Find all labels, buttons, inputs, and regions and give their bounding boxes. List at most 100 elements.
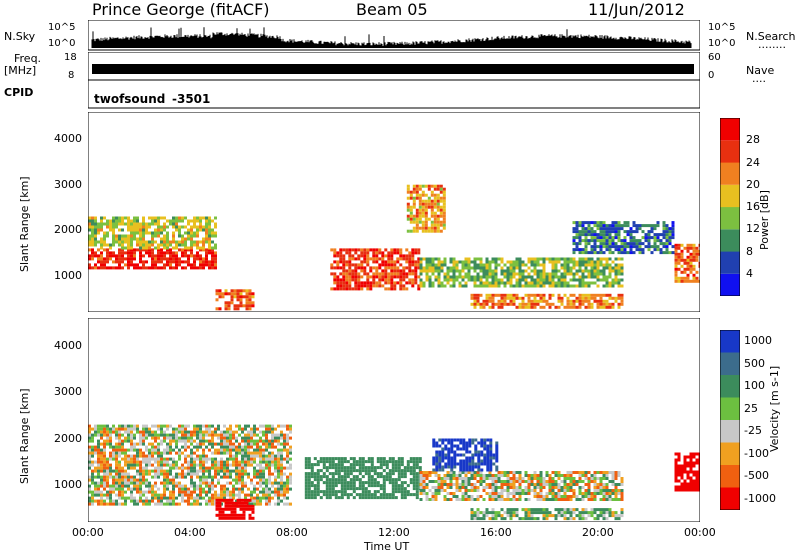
data-cell [259, 478, 262, 482]
data-cell [476, 474, 480, 477]
data-cell [172, 237, 175, 241]
data-cell [103, 475, 106, 479]
data-cell [551, 260, 555, 264]
data-cell [193, 216, 196, 220]
data-cell [566, 272, 570, 276]
data-cell [139, 499, 142, 503]
data-cell [462, 441, 466, 445]
data-cell [127, 430, 130, 434]
data-cell [166, 484, 169, 488]
data-cell [653, 239, 657, 243]
data-cell [244, 439, 247, 443]
data-cell [391, 460, 395, 464]
data-cell [406, 469, 410, 473]
data-cell [346, 475, 350, 479]
data-cell [692, 267, 696, 271]
data-cell [500, 517, 504, 521]
data-cell [97, 463, 100, 467]
data-cell [566, 489, 570, 492]
data-cell [145, 430, 148, 434]
data-cell [461, 492, 465, 495]
data-cell [593, 221, 597, 225]
data-cell [572, 483, 576, 486]
data-cell [521, 480, 525, 483]
data-cell [166, 248, 169, 252]
data-cell [686, 267, 690, 271]
data-cell [109, 493, 112, 497]
data-cell [572, 471, 576, 474]
data-cell [250, 445, 253, 449]
data-cell [617, 483, 621, 486]
data-cell [196, 430, 199, 434]
data-cell [337, 466, 341, 470]
data-cell [333, 287, 337, 291]
data-cell [425, 263, 429, 267]
data-cell [464, 498, 468, 501]
data-cell [635, 248, 639, 252]
data-cell [248, 304, 252, 308]
data-cell [551, 272, 555, 276]
data-cell [136, 219, 139, 223]
data-cell [333, 254, 337, 258]
data-cell [214, 472, 217, 476]
data-cell [548, 284, 552, 288]
data-cell [572, 263, 576, 267]
data-cell [193, 460, 196, 464]
data-cell [590, 233, 594, 237]
data-cell [97, 481, 100, 485]
data-cell [160, 228, 163, 232]
data-cell [620, 227, 624, 231]
data-cell [97, 487, 100, 491]
data-cell [390, 287, 394, 291]
data-cell [148, 490, 151, 494]
data-cell [439, 220, 443, 224]
data-cell [157, 493, 160, 497]
data-cell [233, 510, 237, 514]
data-cell [190, 460, 193, 464]
data-cell [662, 242, 666, 246]
data-cell [671, 224, 675, 228]
data-cell [94, 484, 97, 488]
data-cell [674, 467, 678, 471]
data-cell [491, 492, 495, 495]
data-cell [602, 242, 606, 246]
data-cell [217, 493, 220, 497]
data-cell [121, 240, 124, 244]
data-cell [208, 433, 211, 437]
data-cell [524, 302, 528, 306]
data-cell [479, 474, 483, 477]
data-cell [265, 433, 268, 437]
data-cell [205, 502, 208, 506]
data-cell [605, 224, 609, 228]
data-cell [211, 231, 214, 235]
data-cell [417, 275, 421, 279]
data-cell [199, 445, 202, 449]
data-cell [238, 445, 241, 449]
data-cell [205, 481, 208, 485]
data-cell [470, 511, 474, 515]
data-cell [118, 436, 121, 440]
data-cell [331, 463, 335, 467]
data-cell [467, 278, 471, 282]
data-cell [488, 477, 492, 480]
data-cell [130, 234, 133, 238]
data-cell [241, 484, 244, 488]
data-cell [268, 478, 271, 482]
data-cell [446, 492, 450, 495]
data-cell [175, 222, 178, 226]
data-cell [545, 471, 549, 474]
data-cell [390, 263, 394, 267]
data-cell [232, 478, 235, 482]
data-cell [602, 230, 606, 234]
data-cell [214, 222, 217, 226]
data-cell [470, 508, 474, 512]
data-cell [617, 293, 621, 297]
data-cell [184, 260, 187, 264]
data-cell [304, 463, 308, 467]
data-cell [489, 465, 493, 469]
data-cell [533, 477, 537, 480]
data-cell [142, 469, 145, 473]
data-cell [584, 230, 588, 234]
data-cell [593, 471, 597, 474]
data-cell [154, 451, 157, 455]
